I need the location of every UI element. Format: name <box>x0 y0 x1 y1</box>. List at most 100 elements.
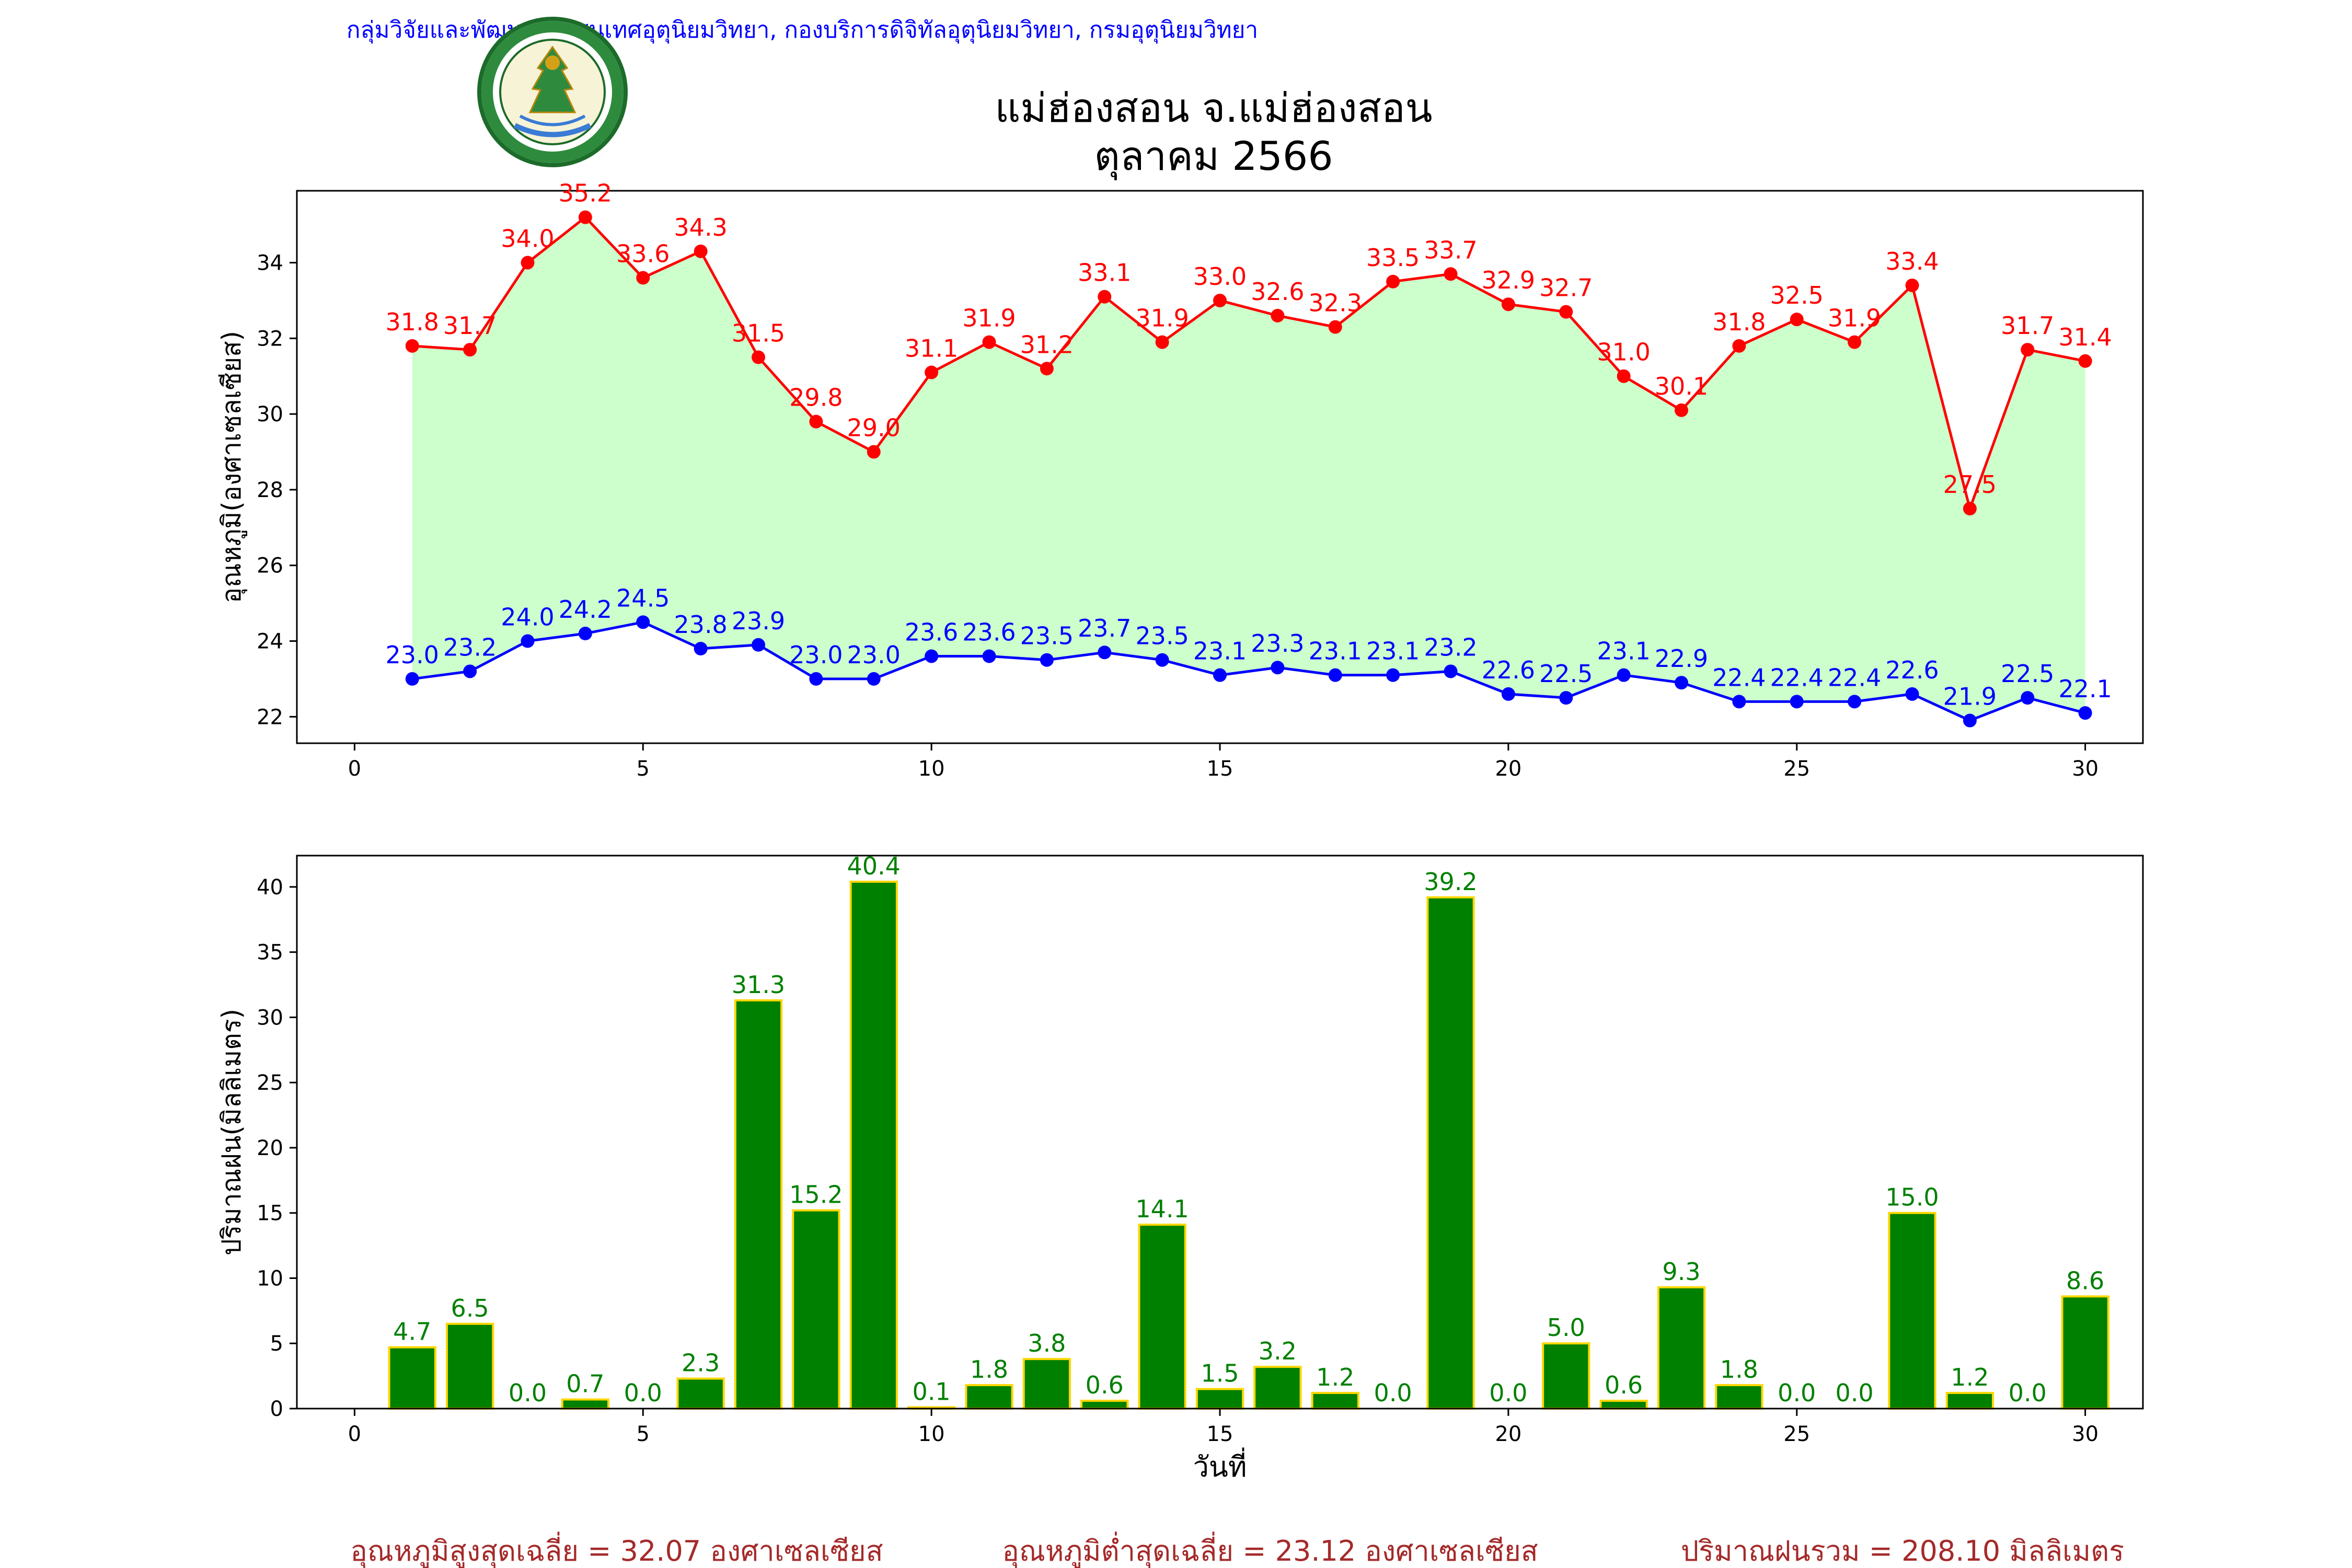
max-temp-point <box>636 271 650 285</box>
rain-x-tick-label: 10 <box>918 1422 945 1446</box>
min-temp-point <box>636 615 650 629</box>
temp-y-tick-label: 34 <box>257 251 283 275</box>
min-temp-data-label: 22.1 <box>2058 675 2112 703</box>
min-temp-point <box>925 649 939 663</box>
rain-data-label: 0.1 <box>913 1378 951 1406</box>
min-temp-point <box>1790 695 1804 709</box>
max-temp-point <box>1963 502 1977 516</box>
max-temp-point <box>463 343 477 357</box>
min-temp-point <box>2021 691 2035 705</box>
rain-y-tick-label: 35 <box>257 941 283 965</box>
max-temp-data-label: 31.7 <box>443 312 497 340</box>
max-temp-point <box>752 350 765 364</box>
rain-bar <box>561 1398 610 1410</box>
max-temp-point <box>1501 297 1515 312</box>
temp-x-tick-label: 20 <box>1495 757 1521 781</box>
min-temp-data-label: 22.5 <box>1539 660 1593 688</box>
rain-bar <box>849 880 898 1410</box>
max-temp-point <box>982 335 996 349</box>
max-temp-data-label: 33.7 <box>1424 236 1477 264</box>
total-rain-summary: ปริมาณฝนรวม = 208.10 มิลลิเมตร <box>1681 1535 2124 1567</box>
temp-x-tick-label: 0 <box>348 757 361 781</box>
rain-data-label: 0.0 <box>1374 1379 1412 1407</box>
max-temp-line <box>412 215 2086 513</box>
max-temp-data-label: 32.7 <box>1539 274 1593 302</box>
max-temp-data-label: 31.4 <box>2058 323 2112 351</box>
min-temp-point <box>694 642 708 656</box>
max-temp-data-label: 31.9 <box>962 304 1016 332</box>
rain-bar <box>1080 1400 1129 1410</box>
min-temp-point <box>1963 713 1977 728</box>
rain-data-label: 3.8 <box>1028 1329 1066 1357</box>
max-temp-data-label: 27.5 <box>1943 470 1997 499</box>
rain-data-label: 0.0 <box>2009 1379 2047 1407</box>
min-temp-point <box>521 634 535 648</box>
max-temp-data-label: 29.8 <box>789 384 843 412</box>
min-temp-data-label: 23.1 <box>1193 637 1247 665</box>
min-temp-point <box>1675 676 1688 690</box>
rain-y-tick-label: 25 <box>257 1071 283 1095</box>
rain-x-tick-label: 30 <box>2072 1422 2099 1446</box>
max-temp-point <box>405 339 419 353</box>
rain-bar <box>1657 1286 1706 1410</box>
max-temp-data-label: 32.9 <box>1482 266 1535 294</box>
rain-data-label: 0.0 <box>1489 1379 1527 1407</box>
rain-data-label: 0.0 <box>1778 1379 1816 1407</box>
max-temp-point <box>1559 305 1573 319</box>
rain-data-label: 0.0 <box>509 1379 547 1407</box>
min-temp-point <box>578 627 592 641</box>
rain-axes-frame <box>296 855 2144 1410</box>
rain-x-tick-label: 5 <box>637 1422 650 1446</box>
meteorological-department-logo <box>477 17 628 167</box>
max-temp-point <box>1098 290 1112 304</box>
min-temp-point <box>1040 653 1054 667</box>
rain-y-tick-label: 20 <box>257 1136 283 1160</box>
max-temp-point <box>925 365 939 379</box>
min-temp-point <box>1559 691 1573 705</box>
rain-data-label: 14.1 <box>1135 1195 1189 1223</box>
min-temp-point <box>1213 668 1227 682</box>
rain-x-tick-label: 15 <box>1207 1422 1233 1446</box>
min-temp-data-label: 23.1 <box>1597 637 1650 665</box>
rain-bar <box>445 1322 494 1410</box>
max-temp-data-label: 31.9 <box>1135 304 1189 332</box>
max-temp-data-label: 31.9 <box>1828 304 1881 332</box>
rain-y-tick-label: 40 <box>257 875 283 900</box>
max-temp-point <box>1386 274 1400 289</box>
rain-data-label: 0.0 <box>1836 1379 1874 1407</box>
min-temp-data-label: 22.4 <box>1828 663 1881 691</box>
min-temp-point <box>1905 687 1919 701</box>
temp-x-tick-label: 30 <box>2072 757 2099 781</box>
rain-bar <box>2061 1295 2109 1410</box>
max-temp-data-label: 31.0 <box>1597 338 1650 366</box>
max-temp-point <box>867 445 881 459</box>
rain-data-label: 15.2 <box>789 1181 843 1209</box>
min-temp-data-label: 23.7 <box>1078 614 1131 642</box>
rain-bar <box>1253 1366 1302 1410</box>
max-temp-point <box>1155 335 1169 349</box>
rain-y-tick-label: 15 <box>257 1202 283 1226</box>
min-temp-data-label: 22.5 <box>2001 660 2054 688</box>
rain-bar <box>1542 1342 1590 1410</box>
max-temp-point <box>1444 267 1458 281</box>
avg-max-temp-summary: อุณหภูมิสูงสุดเฉลี่ย = 32.07 องศาเซลเซีย… <box>350 1531 883 1568</box>
rain-bar <box>1945 1392 1994 1410</box>
rainfall-chart: 4.7 6.5 0.0 0.7 0.0 2.3 31.3 15.2 40.4 0.1 1.8 3.8 0… <box>216 852 2144 1483</box>
min-temp-point <box>1444 664 1458 678</box>
min-temp-point <box>1386 668 1400 682</box>
max-temp-data-label: 32.5 <box>1770 281 1824 309</box>
min-temp-point <box>405 672 419 686</box>
rain-bar <box>965 1384 1013 1410</box>
min-temp-data-label: 23.0 <box>386 641 439 669</box>
rain-data-label: 31.3 <box>732 971 785 999</box>
rain-data-label: 0.0 <box>624 1379 662 1407</box>
max-temp-point <box>1271 308 1285 322</box>
max-temp-data-label: 33.1 <box>1078 259 1131 287</box>
min-temp-data-label: 23.2 <box>443 633 497 661</box>
max-temp-point <box>1213 293 1227 307</box>
rain-x-tick-label: 0 <box>348 1422 361 1446</box>
max-temp-data-label: 31.8 <box>386 308 439 336</box>
max-temp-data-label: 30.1 <box>1655 372 1708 400</box>
temp-y-tick-label: 24 <box>257 630 283 654</box>
